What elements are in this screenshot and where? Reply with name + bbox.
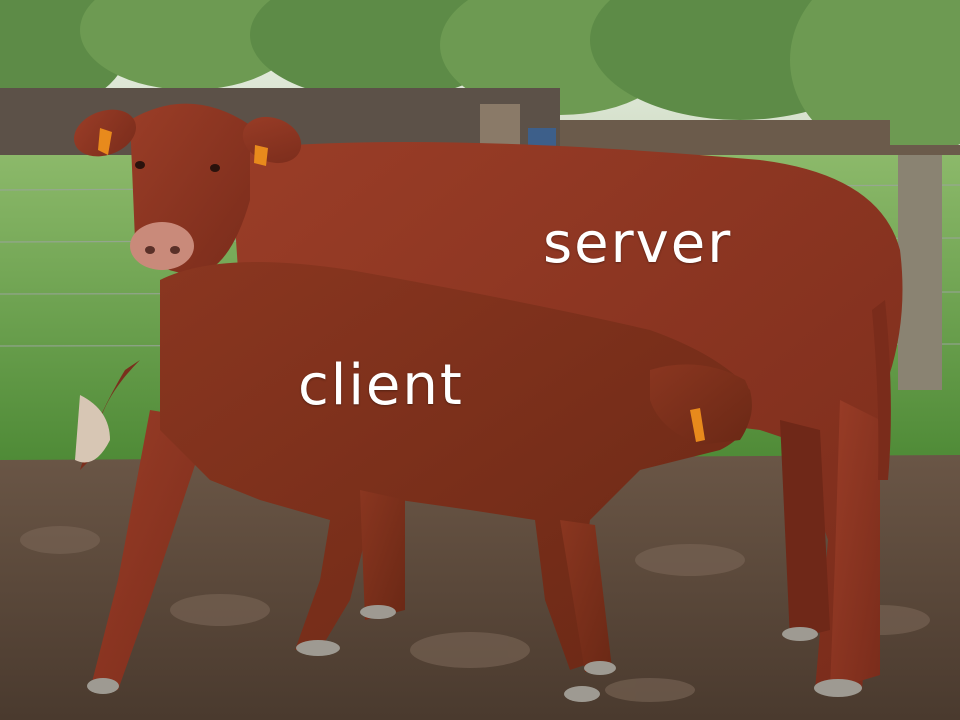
client-caption: client [298, 353, 464, 418]
calf [75, 262, 752, 672]
server-caption: server [543, 211, 733, 276]
hooves [87, 605, 862, 702]
fence-post [898, 155, 942, 390]
mud-ground [0, 455, 960, 720]
tree-line [0, 0, 960, 160]
